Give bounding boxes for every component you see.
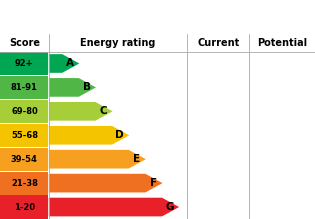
Bar xyxy=(0,195,48,219)
Polygon shape xyxy=(49,78,96,97)
Polygon shape xyxy=(49,126,129,145)
Text: Energy Efficiency Rating: Energy Efficiency Rating xyxy=(8,12,191,25)
Text: 81-91: 81-91 xyxy=(11,83,38,92)
Text: B: B xyxy=(83,82,90,92)
Polygon shape xyxy=(49,102,112,121)
Bar xyxy=(0,100,48,123)
Text: 92+: 92+ xyxy=(15,59,34,68)
Text: E: E xyxy=(133,154,140,164)
Text: A: A xyxy=(66,58,74,69)
Bar xyxy=(0,52,48,75)
Text: C: C xyxy=(99,106,107,116)
Bar xyxy=(0,148,48,171)
Text: 1-20: 1-20 xyxy=(14,203,35,212)
Text: Energy rating: Energy rating xyxy=(80,38,156,48)
Polygon shape xyxy=(49,174,163,193)
Text: Potential: Potential xyxy=(257,38,307,48)
Bar xyxy=(0,171,48,195)
Bar xyxy=(0,124,48,147)
Polygon shape xyxy=(49,198,179,216)
Text: F: F xyxy=(150,178,157,188)
Polygon shape xyxy=(49,54,79,73)
Polygon shape xyxy=(49,150,146,168)
Text: 55-68: 55-68 xyxy=(11,131,38,140)
Text: Current: Current xyxy=(197,38,239,48)
Text: 69-80: 69-80 xyxy=(11,107,38,116)
Text: 21-38: 21-38 xyxy=(11,179,38,188)
Text: Score: Score xyxy=(9,38,40,48)
Text: 39-54: 39-54 xyxy=(11,155,38,164)
Bar xyxy=(0,76,48,99)
Text: D: D xyxy=(116,130,124,140)
Text: G: G xyxy=(165,202,174,212)
